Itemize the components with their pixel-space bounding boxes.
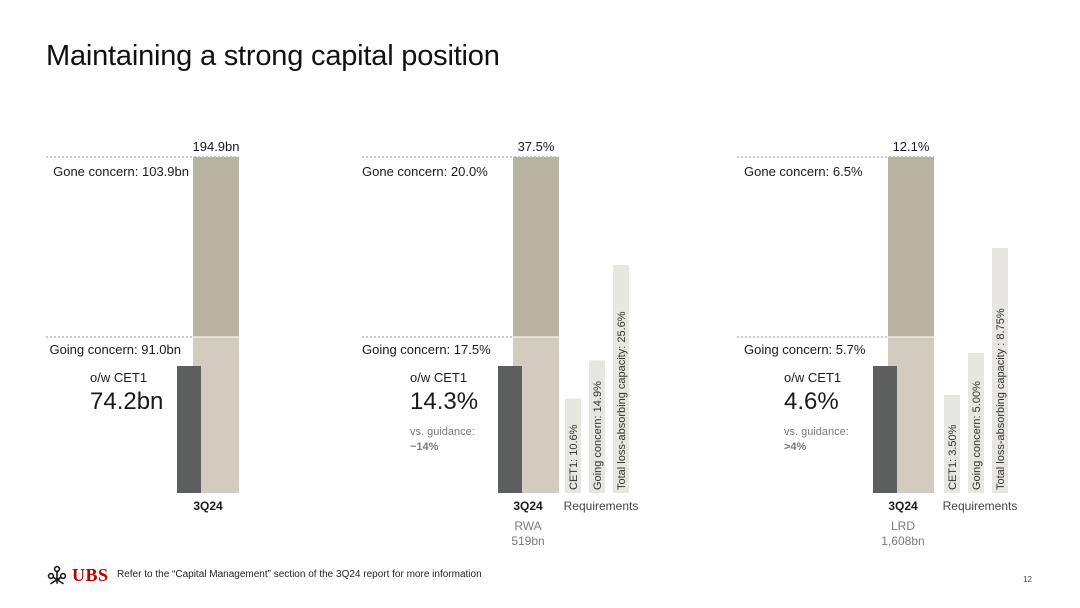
requirement-label: Total loss-absorbing capacity: 25.6%: [616, 311, 628, 490]
ubs-logo: UBS: [46, 564, 109, 586]
denominator-value: 1,608bn: [881, 534, 924, 548]
total-value-label: 12.1%: [893, 139, 930, 154]
guidance-value: ~14%: [410, 441, 439, 453]
guidance-value: >4%: [784, 441, 807, 453]
guidance-label: vs. guidance:: [784, 426, 849, 438]
going-concern-label: Going concern: 5.7%: [744, 342, 866, 357]
requirement-bar: [565, 398, 581, 493]
requirement-label: Total loss-absorbing capacity : 8.75%: [995, 308, 1007, 490]
requirement-bar: [613, 265, 629, 493]
guidance-label: vs. guidance:: [410, 426, 475, 438]
category-label: 3Q24: [193, 499, 223, 513]
requirements-label: Requirements: [943, 499, 1018, 513]
going-concern-label: Going concern: 17.5%: [362, 342, 491, 357]
gone-concern-label: Gone concern: 6.5%: [744, 164, 863, 179]
gone-concern-label: Gone concern: 103.9bn: [53, 164, 189, 179]
category-label: 3Q24: [888, 499, 918, 513]
chart-svg-tlac: 194.9bn Gone concern: 103.9bn Going concer…: [46, 139, 240, 513]
cet1-bar: [873, 366, 897, 493]
cet1-bar: [177, 366, 201, 493]
cet1-value: 4.6%: [784, 388, 839, 415]
chart-panel-rwa: 37.5% Gone concern: 20.0% Going concern: 1…: [340, 120, 710, 560]
cet1-value: 74.2bn: [90, 388, 163, 415]
requirements-label: Requirements: [564, 499, 639, 513]
requirement-label: Going concern: 5.00%: [971, 381, 983, 490]
requirement-bar: [944, 395, 960, 493]
total-value-label: 194.9bn: [193, 139, 240, 154]
requirement-label: CET1: 3.50%: [947, 424, 959, 490]
total-value-label: 37.5%: [518, 139, 555, 154]
cet1-bar: [498, 366, 522, 493]
footnote: Refer to the “Capital Management” sectio…: [117, 569, 482, 580]
denominator-label: LRD: [891, 519, 915, 533]
chart-svg-rwa: 37.5% Gone concern: 20.0% Going concern: 1…: [362, 139, 639, 548]
page-title: Maintaining a strong capital position: [46, 40, 500, 72]
requirement-bar: [968, 353, 984, 493]
cet1-caption: o/w CET1: [784, 370, 841, 385]
chart-panel-lrd: 12.1% Gone concern: 6.5% Going concern: 5.…: [715, 120, 1045, 560]
requirement-label: CET1: 10.6%: [568, 424, 580, 490]
denominator-value: 519bn: [511, 534, 544, 548]
chart-panel-tlac: 194.9bn Gone concern: 103.9bn Going concer…: [0, 120, 340, 560]
requirement-bar: [589, 360, 605, 493]
ubs-wordmark: UBS: [72, 564, 109, 585]
requirement-bar: [992, 248, 1008, 493]
category-label: 3Q24: [513, 499, 543, 513]
cet1-caption: o/w CET1: [90, 370, 147, 385]
chart-svg-lrd: 12.1% Gone concern: 6.5% Going concern: 5.…: [737, 139, 1018, 548]
gone-concern-bar: [513, 157, 559, 337]
cet1-value: 14.3%: [410, 388, 478, 415]
going-concern-label: Going concern: 91.0bn: [49, 342, 181, 357]
ubs-keys-icon: [47, 565, 67, 585]
requirement-label: Going concern: 14.9%: [592, 381, 604, 490]
denominator-label: RWA: [514, 519, 541, 533]
page-number: 12: [1023, 575, 1032, 584]
gone-concern-bar: [193, 157, 239, 337]
gone-concern-bar: [888, 157, 934, 337]
gone-concern-label: Gone concern: 20.0%: [362, 164, 488, 179]
cet1-caption: o/w CET1: [410, 370, 467, 385]
